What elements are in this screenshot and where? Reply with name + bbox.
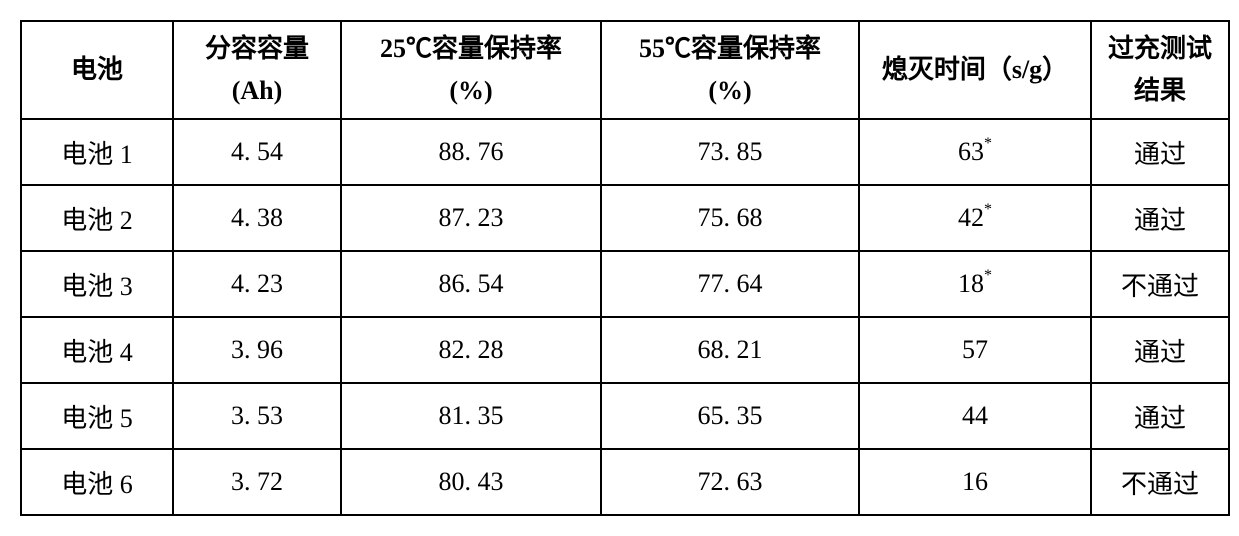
table-row: 电池 5 3. 53 81. 35 65. 35 44 通过 bbox=[21, 383, 1229, 449]
cell-battery: 电池 2 bbox=[21, 185, 173, 251]
cell-retention-55c: 73. 85 bbox=[601, 119, 859, 185]
table-body: 电池 1 4. 54 88. 76 73. 85 63* 通过 电池 2 4. … bbox=[21, 119, 1229, 515]
cell-value: 63 bbox=[958, 137, 984, 166]
cell-capacity: 3. 96 bbox=[173, 317, 341, 383]
cell-value: 57 bbox=[962, 335, 988, 364]
cell-result: 通过 bbox=[1091, 185, 1229, 251]
cell-battery: 电池 5 bbox=[21, 383, 173, 449]
cell-capacity: 3. 72 bbox=[173, 449, 341, 515]
cell-superscript: * bbox=[984, 135, 992, 152]
cell-retention-25c: 87. 23 bbox=[341, 185, 601, 251]
table-row: 电池 6 3. 72 80. 43 72. 63 16 不通过 bbox=[21, 449, 1229, 515]
cell-result: 通过 bbox=[1091, 317, 1229, 383]
col-header-label: 55℃容量保持率 bbox=[639, 28, 821, 70]
cell-extinguish-time: 42* bbox=[859, 185, 1091, 251]
cell-retention-25c: 86. 54 bbox=[341, 251, 601, 317]
cell-result: 不通过 bbox=[1091, 251, 1229, 317]
cell-retention-55c: 77. 64 bbox=[601, 251, 859, 317]
cell-superscript: * bbox=[984, 201, 992, 218]
col-header-extinguish-time: 熄灭时间（s/g） bbox=[859, 21, 1091, 119]
cell-battery: 电池 3 bbox=[21, 251, 173, 317]
cell-result: 不通过 bbox=[1091, 449, 1229, 515]
col-header-retention-55c: 55℃容量保持率 (%) bbox=[601, 21, 859, 119]
cell-capacity: 3. 53 bbox=[173, 383, 341, 449]
cell-value: 16 bbox=[962, 467, 988, 496]
cell-retention-55c: 68. 21 bbox=[601, 317, 859, 383]
cell-capacity: 4. 23 bbox=[173, 251, 341, 317]
col-header-label2: 结果 bbox=[1134, 70, 1186, 112]
cell-retention-25c: 82. 28 bbox=[341, 317, 601, 383]
cell-capacity: 4. 54 bbox=[173, 119, 341, 185]
cell-result: 通过 bbox=[1091, 383, 1229, 449]
cell-extinguish-time: 44 bbox=[859, 383, 1091, 449]
table-row: 电池 4 3. 96 82. 28 68. 21 57 通过 bbox=[21, 317, 1229, 383]
cell-battery: 电池 1 bbox=[21, 119, 173, 185]
cell-battery: 电池 4 bbox=[21, 317, 173, 383]
table-header-row: 电池 分容容量 (Ah) 25℃容量保持率 (%) 55℃容量保持率 (%) bbox=[21, 21, 1229, 119]
cell-extinguish-time: 16 bbox=[859, 449, 1091, 515]
cell-superscript: * bbox=[984, 267, 992, 284]
col-header-label: 25℃容量保持率 bbox=[380, 28, 562, 70]
cell-retention-25c: 80. 43 bbox=[341, 449, 601, 515]
col-header-capacity: 分容容量 (Ah) bbox=[173, 21, 341, 119]
table-row: 电池 2 4. 38 87. 23 75. 68 42* 通过 bbox=[21, 185, 1229, 251]
cell-retention-55c: 75. 68 bbox=[601, 185, 859, 251]
col-header-label: 分容容量 bbox=[205, 28, 309, 70]
col-header-unit: (%) bbox=[449, 70, 492, 112]
cell-value: 44 bbox=[962, 401, 988, 430]
cell-result: 通过 bbox=[1091, 119, 1229, 185]
cell-retention-25c: 81. 35 bbox=[341, 383, 601, 449]
col-header-unit: (%) bbox=[708, 70, 751, 112]
cell-retention-55c: 65. 35 bbox=[601, 383, 859, 449]
battery-data-table: 电池 分容容量 (Ah) 25℃容量保持率 (%) 55℃容量保持率 (%) bbox=[20, 20, 1230, 516]
cell-value: 18 bbox=[958, 269, 984, 298]
col-header-overcharge-result: 过充测试 结果 bbox=[1091, 21, 1229, 119]
cell-value: 42 bbox=[958, 203, 984, 232]
cell-extinguish-time: 57 bbox=[859, 317, 1091, 383]
col-header-label: 过充测试 bbox=[1108, 28, 1212, 70]
col-header-unit: (Ah) bbox=[232, 70, 283, 112]
col-header-label: 电池 bbox=[71, 49, 123, 91]
cell-extinguish-time: 18* bbox=[859, 251, 1091, 317]
cell-retention-55c: 72. 63 bbox=[601, 449, 859, 515]
col-header-battery: 电池 bbox=[21, 21, 173, 119]
cell-capacity: 4. 38 bbox=[173, 185, 341, 251]
cell-extinguish-time: 63* bbox=[859, 119, 1091, 185]
col-header-retention-25c: 25℃容量保持率 (%) bbox=[341, 21, 601, 119]
cell-retention-25c: 88. 76 bbox=[341, 119, 601, 185]
col-header-label: 熄灭时间（s/g） bbox=[882, 49, 1068, 91]
cell-battery: 电池 6 bbox=[21, 449, 173, 515]
table-row: 电池 1 4. 54 88. 76 73. 85 63* 通过 bbox=[21, 119, 1229, 185]
table-row: 电池 3 4. 23 86. 54 77. 64 18* 不通过 bbox=[21, 251, 1229, 317]
